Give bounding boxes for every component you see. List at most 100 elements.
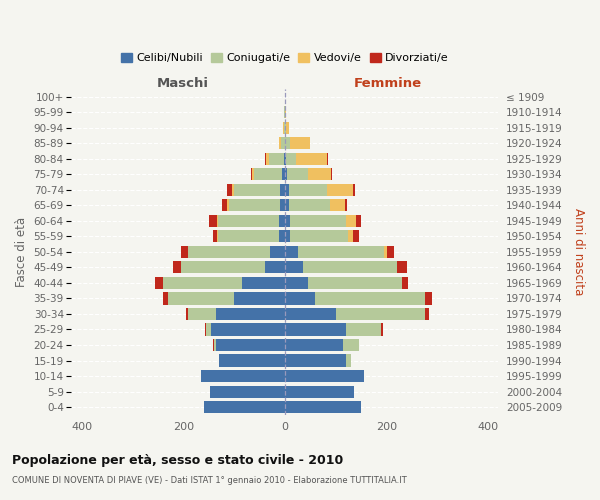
Bar [285, 370, 364, 382]
Bar [285, 122, 286, 134]
Bar [232, 184, 285, 196]
Bar [155, 277, 285, 289]
Bar [285, 354, 351, 366]
Bar [219, 354, 285, 366]
Bar [188, 308, 285, 320]
Bar [285, 370, 364, 382]
Bar [285, 292, 425, 304]
Bar [186, 308, 285, 320]
Bar [188, 308, 285, 320]
Bar [285, 230, 359, 242]
Bar [285, 200, 347, 211]
Bar [223, 200, 285, 211]
Bar [285, 106, 286, 118]
Bar [211, 324, 285, 336]
Bar [234, 292, 285, 304]
Bar [227, 184, 285, 196]
Bar [285, 230, 349, 242]
Bar [285, 277, 402, 289]
Bar [285, 308, 336, 320]
Bar [214, 339, 285, 351]
Text: Maschi: Maschi [157, 76, 208, 90]
Bar [173, 262, 285, 274]
Bar [206, 324, 285, 336]
Bar [285, 370, 364, 382]
Bar [285, 324, 346, 336]
Bar [285, 308, 425, 320]
Bar [213, 339, 285, 351]
Bar [285, 168, 287, 180]
Bar [285, 152, 326, 165]
Bar [284, 106, 285, 118]
Bar [269, 246, 285, 258]
Bar [181, 262, 285, 274]
Bar [285, 152, 296, 165]
Bar [209, 215, 285, 227]
Bar [285, 354, 351, 366]
Y-axis label: Anni di nascita: Anni di nascita [572, 208, 585, 296]
Bar [284, 122, 285, 134]
Bar [234, 184, 285, 196]
Bar [285, 386, 353, 398]
Bar [203, 401, 285, 413]
Bar [269, 152, 285, 165]
Bar [285, 246, 384, 258]
Bar [217, 215, 285, 227]
Bar [266, 152, 285, 165]
Bar [285, 401, 361, 413]
Bar [285, 152, 286, 165]
Bar [203, 401, 285, 413]
Bar [279, 230, 285, 242]
Bar [285, 386, 353, 398]
Bar [285, 339, 359, 351]
Text: COMUNE DI NOVENTA DI PIAVE (VE) - Dati ISTAT 1° gennaio 2010 - Elaborazione TUTT: COMUNE DI NOVENTA DI PIAVE (VE) - Dati I… [12, 476, 407, 485]
Bar [285, 200, 329, 211]
Bar [285, 168, 308, 180]
Bar [209, 386, 285, 398]
Bar [285, 401, 361, 413]
Bar [285, 277, 402, 289]
Bar [265, 262, 285, 274]
Bar [285, 168, 332, 180]
Bar [285, 401, 361, 413]
Bar [285, 354, 351, 366]
Bar [209, 386, 285, 398]
Bar [181, 262, 285, 274]
Bar [218, 230, 285, 242]
Bar [285, 122, 289, 134]
Bar [285, 339, 359, 351]
Bar [285, 246, 386, 258]
Bar [280, 200, 285, 211]
Y-axis label: Fasce di età: Fasce di età [15, 217, 28, 287]
Bar [285, 106, 286, 118]
Bar [285, 324, 382, 336]
Bar [285, 262, 407, 274]
Bar [285, 370, 364, 382]
Bar [285, 386, 353, 398]
Bar [218, 215, 285, 227]
Bar [285, 137, 290, 149]
Bar [242, 277, 285, 289]
Bar [279, 137, 285, 149]
Bar [279, 215, 285, 227]
Bar [285, 200, 345, 211]
Bar [213, 230, 285, 242]
Bar [285, 184, 355, 196]
Bar [214, 339, 285, 351]
Bar [181, 246, 285, 258]
Bar [168, 292, 285, 304]
Bar [285, 230, 290, 242]
Bar [285, 184, 353, 196]
Bar [285, 324, 382, 336]
Bar [163, 277, 285, 289]
Bar [285, 152, 328, 165]
Bar [285, 262, 303, 274]
Bar [285, 137, 310, 149]
Bar [285, 277, 308, 289]
Bar [284, 152, 285, 165]
Bar [280, 184, 285, 196]
Bar [284, 106, 285, 118]
Bar [283, 122, 285, 134]
Bar [229, 200, 285, 211]
Bar [206, 324, 285, 336]
